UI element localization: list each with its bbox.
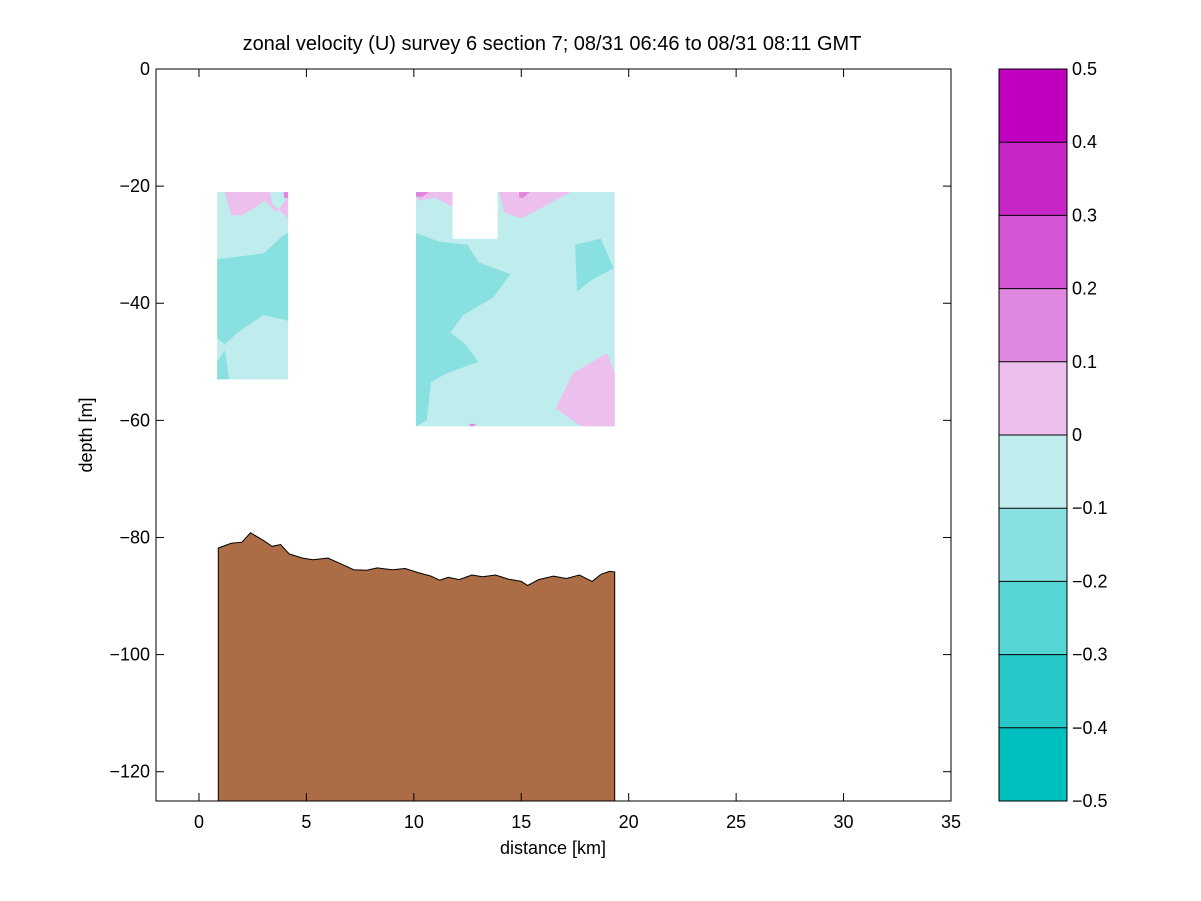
colorbar-band [999,215,1067,289]
colorbar-tick-label: 0 [1072,425,1082,445]
colorbar-tick-label: −0.5 [1072,791,1108,811]
contour-region-7 [575,238,614,292]
x-tick-label: 35 [941,812,961,832]
contour-region-13 [469,423,477,427]
colorbar-tick-label: −0.4 [1072,718,1108,738]
y-tick-label: −80 [119,527,150,547]
contour-region-11 [416,192,429,197]
bathymetry-seafloor [217,532,616,802]
colorbar-band [999,508,1067,582]
colorbar-ticks: −0.5 −0.4 −0.3 −0.2 −0.1 0 0.1 0.2 0.3 0.4 0.5 [999,59,1108,811]
colorbar-tick-label: −0.1 [1072,498,1108,518]
x-axis-ticks: 0 5 10 15 20 25 30 35 [194,69,961,832]
colorbar-band [999,288,1067,362]
colorbar-band [999,727,1067,801]
y-axis-ticks: 0 −20 −40 −60 −80 −100 −120 [109,59,951,782]
colorbar-tick-label: −0.2 [1072,571,1108,591]
colorbar-tick-label: 0.4 [1072,132,1097,152]
colorbar-band [999,69,1067,143]
y-tick-label: −20 [119,176,150,196]
colorbar-tick-label: 0.5 [1072,59,1097,79]
y-tick-label: −60 [119,410,150,430]
velocity-contour-layer [217,192,615,427]
colorbar-band [999,435,1067,509]
y-tick-label: −40 [119,293,150,313]
contour-region-9 [499,192,571,219]
contour-region-4 [283,192,289,198]
plot-frame [155,68,952,802]
y-tick-label: 0 [140,59,150,79]
bathymetry-layer [217,532,616,802]
x-tick-label: 5 [301,812,311,832]
contour-region-8 [416,192,453,207]
contour-region-12 [519,192,530,198]
contour-region-2 [217,350,230,380]
x-tick-label: 10 [404,812,424,832]
colorbar-band [999,361,1067,435]
colorbar-tick-label: 0.2 [1072,279,1097,299]
colorbar-band [999,142,1067,216]
colorbar-band [999,654,1067,728]
colorbar-tick-label: −0.3 [1072,645,1108,665]
colorbar-band [999,581,1067,655]
x-tick-label: 30 [834,812,854,832]
x-tick-label: 20 [619,812,639,832]
contour-region-3 [224,192,289,219]
colorbar-tick-label: 0.1 [1072,352,1097,372]
y-axis-label: depth [m] [76,397,96,472]
y-tick-label: −120 [109,762,150,782]
x-tick-label: 0 [194,812,204,832]
chart-title: zonal velocity (U) survey 6 section 7; 0… [243,33,862,55]
x-tick-label: 25 [726,812,746,832]
x-tick-label: 15 [511,812,531,832]
colorbar-tick-label: 0.3 [1072,205,1097,225]
contour-region-6 [416,233,511,427]
y-tick-label: −100 [109,645,150,665]
colorbar [999,69,1067,801]
x-axis-label: distance [km] [500,838,606,858]
contour-region-10 [555,353,615,427]
contour-region-1 [217,233,289,345]
